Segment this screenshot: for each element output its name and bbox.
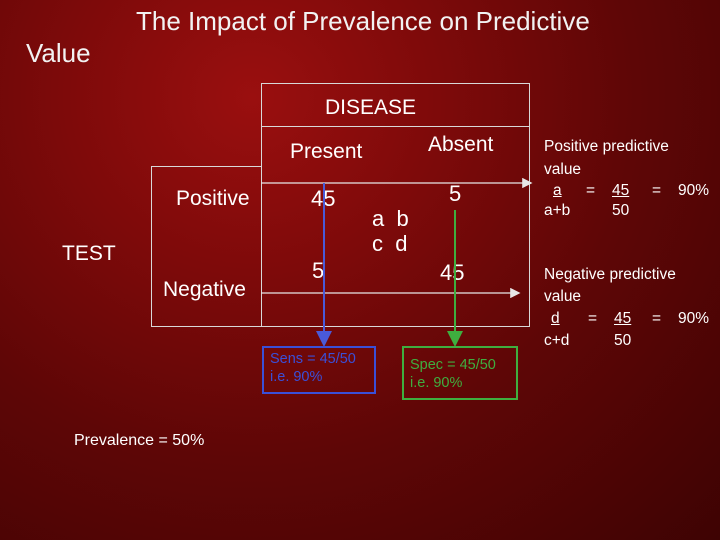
cell-c-value: 5 (312, 258, 325, 283)
cell-key-row2: c d (372, 231, 408, 256)
row-negative: Negative (163, 278, 246, 301)
row-header-test: TEST (62, 242, 116, 265)
ppv-equals-1: = (586, 182, 596, 199)
column-absent: Absent (428, 133, 494, 156)
ppv-denominator: a+b (544, 202, 571, 219)
npv-equals-2: = (652, 310, 662, 327)
ppv-result: 90% (678, 182, 710, 199)
ppv-equals-2: = (652, 182, 662, 199)
ppv-title-line2: value (544, 161, 582, 178)
sensitivity-line2: i.e. 90% (270, 369, 323, 385)
ppv-title-line1: Positive predictive (544, 138, 669, 155)
npv-title-line2: value (544, 288, 582, 305)
disease-header-box (261, 83, 530, 127)
ppv-value-numerator: 45 (612, 182, 630, 199)
cell-key-row1: a b (372, 206, 409, 231)
disease-header: DISEASE (325, 96, 417, 119)
specificity-line1: Spec = 45/50 (410, 357, 496, 373)
specificity-line2: i.e. 90% (410, 375, 463, 391)
npv-value-denominator: 50 (614, 332, 632, 349)
npv-result: 90% (678, 310, 710, 327)
sensitivity-box: Sens = 45/50 i.e. 90% (262, 346, 376, 394)
ppv-numerator: a (553, 182, 562, 199)
cell-d-value: 45 (440, 260, 465, 285)
npv-numerator: d (551, 310, 560, 327)
prevalence-label: Prevalence = 50% (74, 432, 205, 449)
npv-value-numerator: 45 (614, 310, 632, 327)
row-positive: Positive (176, 187, 250, 210)
slide-title-line2: Value (26, 38, 91, 68)
npv-title-line1: Negative predictive (544, 266, 676, 283)
table-left-bracket (151, 166, 262, 327)
npv-denominator: c+d (544, 332, 570, 349)
specificity-box: Spec = 45/50 i.e. 90% (402, 346, 518, 400)
npv-equals-1: = (588, 310, 598, 327)
cell-b-value: 5 (449, 181, 462, 206)
column-present: Present (290, 140, 363, 163)
ppv-value-denominator: 50 (612, 202, 630, 219)
sensitivity-line1: Sens = 45/50 (270, 351, 356, 367)
slide-title-line1: The Impact of Prevalence on Predictive (136, 6, 590, 36)
